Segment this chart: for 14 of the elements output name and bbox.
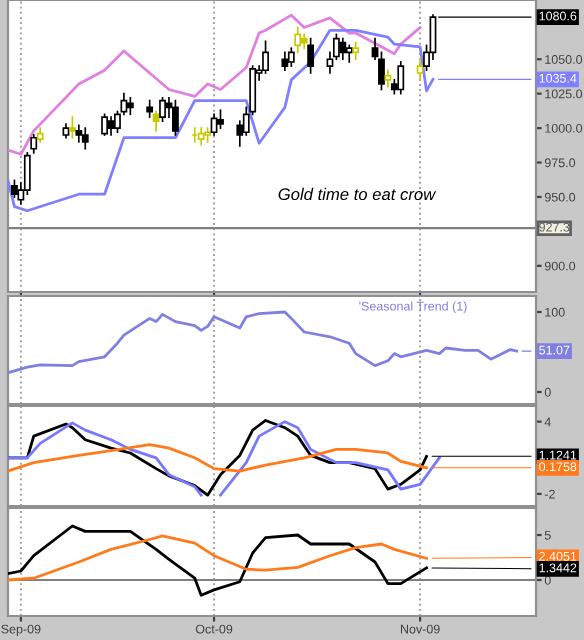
candlestick: [307, 37, 315, 74]
candlestick: [416, 58, 424, 81]
annotation: Gold time to eat crow: [278, 187, 437, 201]
candlestick: [152, 110, 160, 132]
candlestick: [101, 113, 108, 136]
candlestick: [172, 99, 179, 136]
candlestick: [397, 61, 405, 95]
candlestick: [68, 116, 76, 139]
candlestick: [159, 96, 166, 123]
candlestick: [384, 69, 392, 88]
candlestick: [262, 40, 269, 74]
candlestick: [339, 37, 347, 61]
line-series: [8, 13, 422, 156]
candlestick: [81, 127, 89, 150]
